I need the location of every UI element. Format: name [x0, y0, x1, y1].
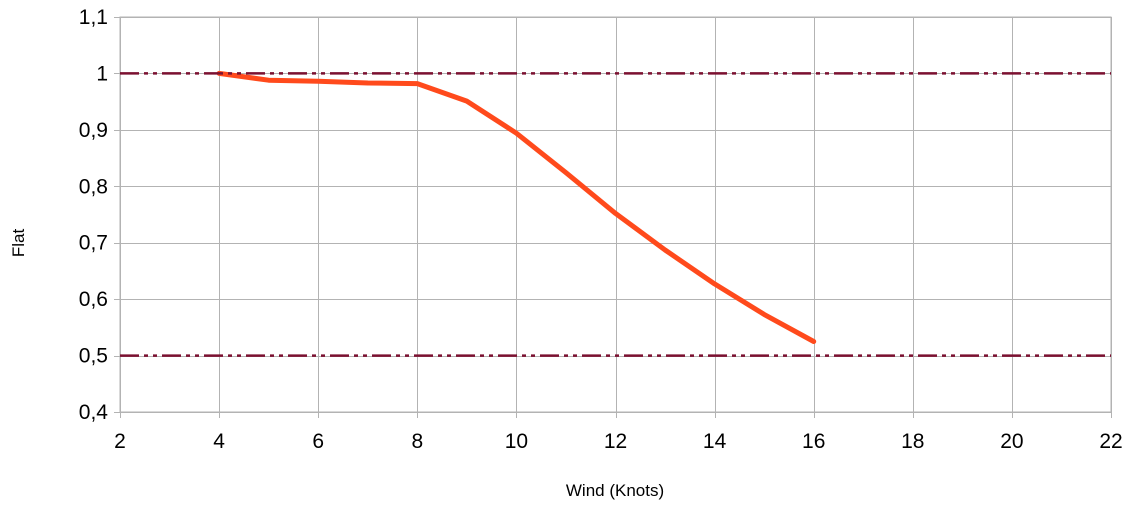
x-tick-label: 12 — [604, 430, 627, 453]
series-layer — [120, 70, 1111, 357]
y-tick-label: 1,1 — [79, 6, 108, 29]
x-tick-label: 22 — [1099, 430, 1122, 453]
x-axis-title: Wind (Knots) — [566, 481, 664, 500]
y-tick-label: 0,9 — [79, 119, 108, 142]
x-tick-label: 4 — [213, 430, 225, 453]
data-series-line — [216, 70, 817, 344]
x-tick-label: 2 — [114, 430, 126, 453]
x-tick-label: 14 — [703, 430, 727, 453]
y-tick-label: 0,5 — [79, 345, 108, 368]
y-tick-label: 1 — [96, 62, 108, 85]
x-tick-label: 20 — [1000, 430, 1023, 453]
x-tick-label: 8 — [411, 430, 423, 453]
x-tick-label: 10 — [505, 430, 528, 453]
x-tick-label: 18 — [901, 430, 924, 453]
y-tick-label: 0,8 — [79, 175, 108, 198]
x-tick-label: 16 — [802, 430, 825, 453]
tick-labels: 2 4 6 8 10 12 14 16 18 20 22 0,4 0,5 0,6 0,7 0,8 0,9 1 1,1 — [79, 6, 1123, 453]
y-tick-label: 0,7 — [79, 232, 108, 255]
y-axis-title: Flat — [9, 229, 28, 258]
y-tick-label: 0,6 — [79, 288, 108, 311]
y-tick-label: 0,4 — [79, 401, 109, 424]
x-tick-label: 6 — [312, 430, 324, 453]
